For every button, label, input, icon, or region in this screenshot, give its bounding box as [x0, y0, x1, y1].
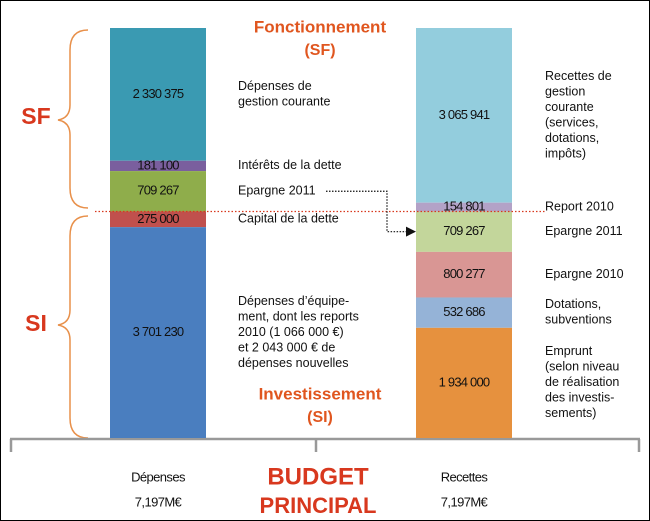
segment-description: des investis-	[545, 391, 614, 405]
segment-description: Report 2010	[545, 199, 614, 213]
segment-description: dépenses nouvelles	[238, 356, 349, 370]
bar-segment	[110, 28, 206, 161]
bar-segment	[110, 211, 206, 228]
footer-line: PRINCIPAL	[260, 493, 377, 518]
segment-description: Recettes de	[545, 69, 612, 83]
segment-description: subventions	[545, 313, 612, 327]
value-label: 181 100	[137, 157, 179, 172]
segment-description: Epargne 2011	[238, 184, 316, 198]
value-label: 800 277	[443, 266, 485, 281]
segment-description: Epargne 2011	[545, 224, 623, 238]
bar-segment	[416, 297, 512, 328]
value-label: 2 330 375	[133, 86, 184, 101]
value-label: 709 267	[137, 183, 179, 198]
segment-description: courante	[545, 100, 594, 114]
transfer-arrow	[326, 190, 406, 233]
segment-description: sements)	[545, 406, 596, 420]
segment-description: Dépenses d’équipe-	[238, 294, 349, 308]
segment-description: Emprunt	[545, 344, 593, 358]
value-label: 532 686	[443, 304, 485, 319]
value-label: 3 701 230	[133, 324, 184, 339]
segment-description: Dépenses de	[238, 79, 312, 93]
si-brace	[57, 215, 89, 439]
segment-description: et 2 043 000 € de	[238, 340, 335, 354]
bar-segment	[416, 327, 512, 438]
bar-segment	[110, 160, 206, 172]
sf-label: SF	[21, 103, 50, 129]
stack-name: Dépenses	[131, 469, 186, 484]
segment-description: Dotations,	[545, 297, 601, 311]
segment-description: (selon niveau	[545, 360, 619, 374]
top-title: Fonctionnement	[254, 17, 387, 36]
value-label: 154 801	[443, 199, 485, 214]
value-label: 709 267	[443, 223, 485, 238]
segment-description: ment, dont les reports	[238, 309, 359, 323]
value-label: 275 000	[137, 211, 179, 226]
bar-segment	[110, 227, 206, 438]
footer-line: BUDGET	[267, 463, 369, 490]
segment-description: dotations,	[545, 131, 599, 145]
stack-total: 7,197M€	[441, 494, 489, 509]
bar-segment	[416, 211, 512, 252]
value-label: 3 065 941	[439, 107, 490, 122]
bottom-subtitle: (SI)	[307, 409, 333, 426]
bottom-title: Investissement	[259, 384, 382, 403]
segment-description: Intérêts de la dette	[238, 158, 342, 172]
segment-description: (services,	[545, 115, 598, 129]
bar-segment	[416, 202, 512, 212]
bar-segment	[110, 171, 206, 212]
sf-brace	[57, 29, 89, 209]
value-label: 1 934 000	[439, 374, 490, 389]
top-subtitle: (SF)	[304, 42, 335, 59]
segment-description: Capital de la dette	[238, 212, 339, 226]
si-label: SI	[25, 310, 47, 336]
segment-description: de réalisation	[545, 375, 619, 389]
segment-description: 2010 (1 066 000 €)	[238, 325, 344, 339]
stack-name: Recettes	[441, 469, 489, 484]
segment-description: gestion courante	[238, 94, 330, 108]
bar-segment	[416, 28, 512, 203]
bar-segment	[416, 251, 512, 298]
segment-description: Epargne 2010	[545, 267, 624, 281]
segment-description: gestion	[545, 84, 585, 98]
arrow-head	[406, 226, 416, 237]
stack-total: 7,197M€	[135, 494, 183, 509]
segment-description: impôts)	[545, 146, 586, 160]
